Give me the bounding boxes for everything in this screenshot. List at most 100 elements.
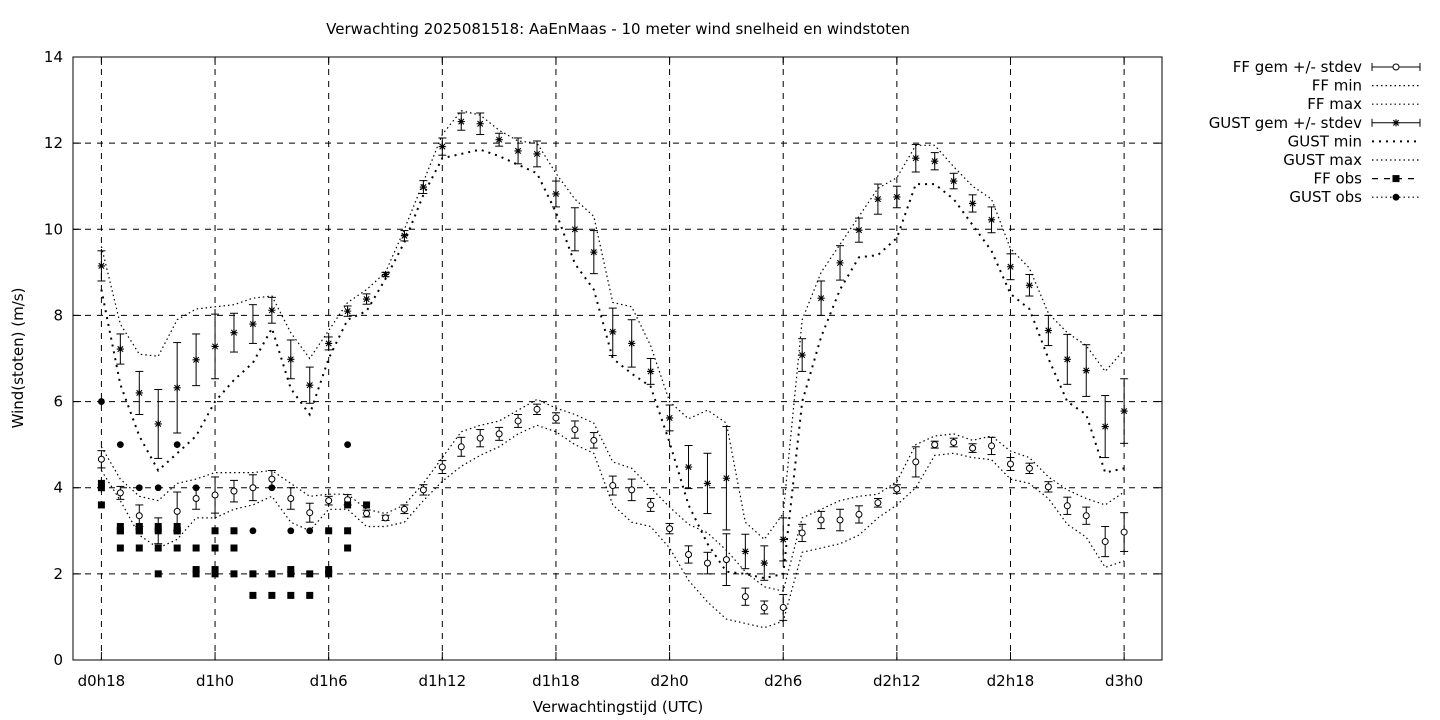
ff-mean-point [666,525,674,533]
ff-obs-point [363,501,371,509]
ff-mean-point [211,491,219,499]
ff-obs-point [173,527,181,535]
x-tick-label: d2h12 [873,672,921,690]
gust-mean-point [684,463,693,471]
gust-mean-point [665,414,674,422]
y-tick-label: 0 [53,651,63,669]
ff-obs-point [135,527,143,535]
ff-obs-point [249,570,257,578]
ff-obs-point [116,522,124,530]
ff-mean-point [817,516,825,524]
ff-mean-point [779,603,787,611]
ff-mean-point [1120,528,1128,536]
ff-mean-point [1006,460,1014,468]
ff-mean-point [438,463,446,471]
ff-obs-point [344,501,352,509]
gust-obs-point [116,441,124,449]
ff-mean-point [419,486,427,494]
gust-mean-point [950,177,958,185]
ff-mean-point [609,482,617,490]
ff-mean-point [476,434,484,442]
legend-label: FF max [1307,95,1362,113]
ff-mean-point [533,405,541,413]
ff-mean-point [552,414,560,422]
gust-mean-point [703,479,712,488]
ff-mean-point [874,499,882,507]
series-line [100,398,1125,592]
gust-obs-point [135,484,143,492]
ff-mean-point [135,512,143,520]
ff-obs-point [325,570,333,578]
ff-obs-point [97,501,105,509]
ff-mean-point [893,485,901,493]
y-tick-label: 10 [44,220,63,238]
gust-mean-point [987,216,996,224]
ff-mean-point [722,556,730,564]
ff-obs-point [287,570,295,578]
gust-obs-point [325,527,333,535]
ff-mean-point [836,516,844,524]
gust-mean-point [722,474,730,482]
legend-label: GUST min [1288,132,1362,150]
x-tick-label: d1h18 [532,672,580,690]
ff-mean-point [97,455,105,463]
legend-label: GUST max [1283,151,1362,169]
legend-label: GUST obs [1289,188,1362,206]
ff-mean-point [703,559,711,567]
ff-mean-point [173,507,181,515]
ff-mean-point [514,417,522,425]
gust-mean-point [230,329,238,337]
gust-mean-point [476,120,484,128]
gust-mean-point [173,384,181,392]
y-tick-label: 4 [53,479,63,497]
gust-mean-point [1025,281,1034,289]
gust-mean-point [1101,422,1109,431]
gust-mean-point [381,270,390,279]
ff-mean-point [495,430,503,438]
ff-mean-point [381,514,389,522]
gust-mean-point [571,225,579,233]
gust-obs-point [98,398,105,405]
gust-mean-point [1120,407,1128,415]
ff-mean-point [287,494,295,502]
gust-mean-point [1006,263,1015,271]
ff-mean-point [988,442,996,450]
ff-obs-point [173,544,181,552]
legend-swatch-marker [1392,119,1400,127]
ff-obs-point [211,566,219,574]
ff-obs-point [173,522,181,530]
ff-obs-point [135,544,143,552]
gust-mean-point [192,356,200,364]
legend-swatch-marker [1392,175,1400,183]
plot-frame [72,56,1163,661]
ff-obs-point [344,527,352,535]
ff-obs-point [249,591,257,599]
gust-mean-point [287,355,295,363]
ff-mean-point [192,494,200,502]
ff-mean-point [116,489,124,497]
ff-obs-point [287,566,295,574]
ff-mean-point [268,475,276,483]
ff-mean-point [571,426,579,434]
gust-mean-point [836,259,844,267]
gust-obs-point [344,441,352,449]
gust-mean-point [628,339,636,348]
ff-obs-point [154,544,162,552]
gust-mean-point [400,232,409,240]
gust-obs-point [306,527,314,535]
x-tick-label: d2h6 [764,672,802,690]
ff-mean-point [931,441,939,449]
ff-mean-point [1063,502,1071,510]
ff-mean-point [249,484,257,492]
ff-obs-point [230,544,238,552]
gust-obs-point [268,484,276,492]
ff-mean-point [760,603,768,611]
ff-mean-point [912,458,920,466]
ff-obs-point [154,522,162,530]
gust-obs-point [211,527,219,535]
ff-mean-point [798,529,806,537]
ff-obs-point [116,527,124,535]
legend-label: FF obs [1313,170,1362,188]
gust-mean-point [741,547,749,556]
